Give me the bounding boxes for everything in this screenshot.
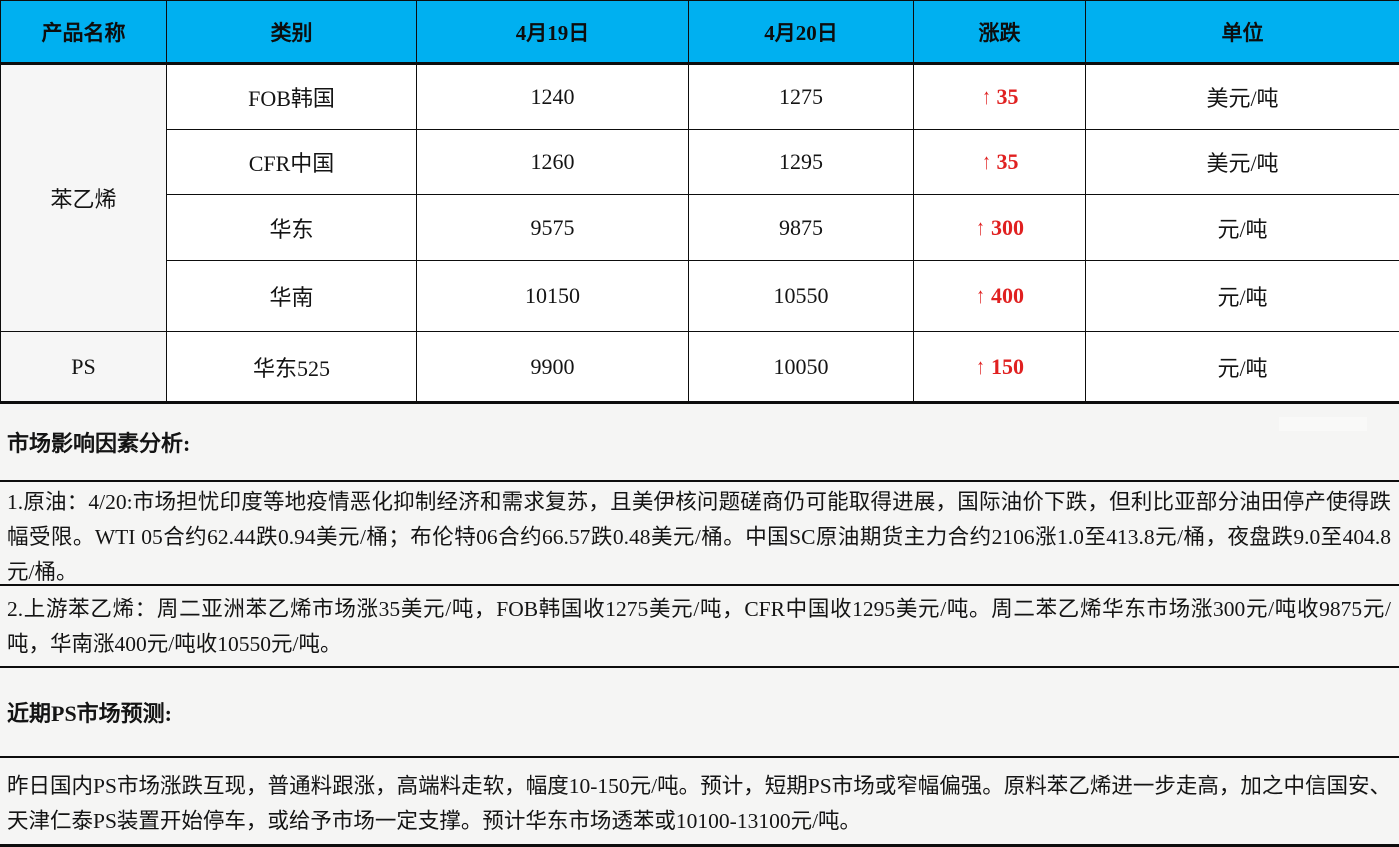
table-row: PS 华东525 9900 10050 ↑ 150 元/吨 — [0, 331, 1399, 404]
change-cell: ↑ 35 — [913, 129, 1086, 195]
change-value: 400 — [991, 283, 1024, 308]
change-value: 300 — [991, 214, 1024, 240]
up-arrow-icon: ↑ — [976, 353, 985, 379]
category-cell: 华东525 — [166, 331, 417, 404]
change-value: 150 — [991, 353, 1024, 379]
price-apr20-cell: 1295 — [688, 129, 914, 195]
product-cell-styrene: 苯乙烯 — [0, 63, 167, 332]
unit-cell: 美元/吨 — [1085, 63, 1399, 130]
unit-cell: 美元/吨 — [1085, 129, 1399, 195]
change-cell: ↑ 35 — [913, 63, 1086, 130]
category-cell: 华南 — [166, 260, 417, 332]
forecast-heading-text: 近期PS市场预测: — [7, 701, 173, 726]
unit-cell: 元/吨 — [1085, 331, 1399, 404]
price-apr20-cell: 1275 — [688, 63, 914, 130]
price-apr19-cell: 10150 — [416, 260, 689, 332]
watermark — [1279, 417, 1367, 431]
change-value: 35 — [996, 84, 1019, 109]
price-apr19-cell: 9575 — [416, 194, 689, 261]
analysis-heading-text: 市场影响因素分析: — [7, 431, 191, 456]
product-cell-ps: PS — [0, 331, 167, 404]
up-arrow-icon: ↑ — [981, 149, 991, 174]
change-cell: ↑ 300 — [913, 194, 1086, 261]
change-value: 35 — [996, 149, 1019, 174]
header-product: 产品名称 — [0, 0, 167, 65]
category-cell: 华东 — [166, 194, 417, 261]
up-arrow-icon: ↑ — [976, 214, 985, 240]
forecast-paragraph: 昨日国内PS市场涨跌互现，普通料跟涨，高端料走软，幅度10-150元/吨。预计，… — [0, 758, 1399, 847]
price-table: 产品名称 类别 4月19日 4月20日 涨跌 单位 苯乙烯 FOB韩国 1240… — [0, 0, 1399, 404]
change-cell: ↑ 400 — [913, 260, 1086, 332]
unit-cell: 元/吨 — [1085, 194, 1399, 261]
price-apr20-cell: 10050 — [688, 331, 914, 404]
price-apr19-cell: 1240 — [416, 63, 689, 130]
price-apr19-cell: 1260 — [416, 129, 689, 195]
crude-oil-paragraph: 1.原油：4/20:市场担忧印度等地疫情恶化抑制经济和需求复苏，且美伊核问题磋商… — [0, 482, 1399, 586]
table-row: 苯乙烯 FOB韩国 1240 1275 ↑ 35 美元/吨 — [0, 63, 1399, 332]
table-row: 华东 9575 9875 ↑ 300 元/吨 — [1, 194, 1399, 261]
price-apr19-cell: 9900 — [416, 331, 689, 404]
category-cell: CFR中国 — [166, 129, 417, 195]
change-cell: ↑ 150 — [913, 331, 1086, 404]
header-apr20: 4月20日 — [688, 0, 914, 65]
header-row: 产品名称 类别 4月19日 4月20日 涨跌 单位 — [0, 0, 1399, 65]
analysis-heading: 市场影响因素分析: — [0, 404, 1399, 482]
header-change: 涨跌 — [913, 0, 1086, 65]
header-category: 类别 — [166, 0, 417, 65]
up-arrow-icon: ↑ — [976, 283, 985, 308]
upstream-styrene-paragraph: 2.上游苯乙烯：周二亚洲苯乙烯市场涨35美元/吨，FOB韩国收1275美元/吨，… — [0, 586, 1399, 668]
unit-cell: 元/吨 — [1085, 260, 1399, 332]
price-apr20-cell: 9875 — [688, 194, 914, 261]
category-cell: FOB韩国 — [166, 63, 417, 130]
up-arrow-icon: ↑ — [981, 84, 991, 109]
header-unit: 单位 — [1085, 0, 1399, 65]
price-apr20-cell: 10550 — [688, 260, 914, 332]
table-row: 华南 10150 10550 ↑ 400 元/吨 — [1, 260, 1399, 332]
table-row: CFR中国 1260 1295 ↑ 35 美元/吨 — [1, 129, 1399, 195]
forecast-heading: 近期PS市场预测: — [0, 668, 1399, 758]
header-apr19: 4月19日 — [416, 0, 689, 65]
